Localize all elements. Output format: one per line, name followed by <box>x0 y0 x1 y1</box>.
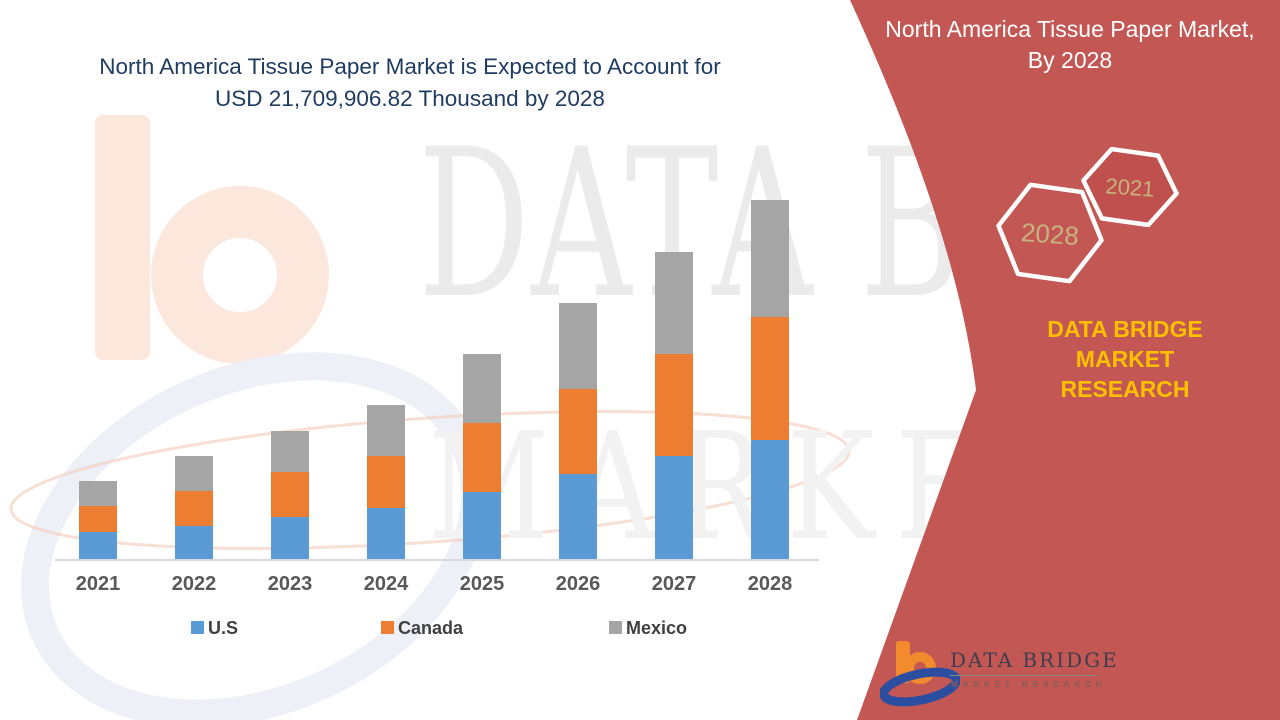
footer-logo-swoosh <box>880 667 960 707</box>
bar-segment-2026-canada <box>559 389 597 474</box>
watermark-b-stem <box>95 115 150 360</box>
chart-headline-line1: North America Tissue Paper Market is Exp… <box>99 54 721 79</box>
watermark-b-bowl <box>151 186 329 364</box>
bar-segment-2022-canada <box>175 491 213 526</box>
hexagon-2028-label: 2028 <box>1020 217 1080 251</box>
bar-segment-2022-us <box>175 526 213 559</box>
bar-segment-2024-mexico <box>367 405 405 456</box>
legend-label-canada: Canada <box>398 618 464 638</box>
brand-text-line2: RESEARCH <box>1060 376 1190 402</box>
panel-title-line1: North America Tissue Paper Market, <box>885 16 1255 42</box>
bar-segment-2028-canada <box>751 317 789 440</box>
x-axis-label-2022: 2022 <box>171 573 217 595</box>
hexagon-2021-label: 2021 <box>1105 173 1156 201</box>
bar-segment-2028-mexico <box>751 200 789 317</box>
legend-label-us: U.S <box>208 618 239 638</box>
chart-headline: North America Tissue Paper Market is Exp… <box>40 51 780 115</box>
x-axis-label-2026: 2026 <box>555 573 601 595</box>
stacked-bar-chart: 2021 2022 2023 2024 2025 2026 2027 2028 U.S Canad… <box>55 200 819 638</box>
legend-swatch-canada <box>381 621 394 634</box>
bar-segment-2023-mexico <box>271 431 309 472</box>
chart-headline-line2: USD 21,709,906.82 Thousand by 2028 <box>215 86 605 111</box>
legend-label-mexico: Mexico <box>626 618 688 638</box>
bar-segment-2023-canada <box>271 472 309 517</box>
bar-segment-2021-canada <box>79 506 117 532</box>
legend-swatch-us <box>191 621 204 634</box>
hexagon-2028 <box>996 182 1104 284</box>
bar-segment-2021-us <box>79 532 117 559</box>
x-axis-label-2027: 2027 <box>651 573 697 595</box>
bar-segment-2021-mexico <box>79 481 117 506</box>
bar-segment-2025-mexico <box>463 354 501 423</box>
brand-text-line1: DATA BRIDGE MARKET <box>1047 316 1203 372</box>
footer-logo-rule <box>950 675 1097 676</box>
x-axis-label-2024: 2024 <box>363 573 409 595</box>
panel-title: North America Tissue Paper Market, By 20… <box>880 14 1260 76</box>
bar-segment-2024-canada <box>367 456 405 508</box>
footer-logo-icon <box>880 641 960 707</box>
bar-segment-2023-us <box>271 517 309 559</box>
bar-segment-2025-us <box>463 492 501 559</box>
bar-segment-2025-canada <box>463 423 501 492</box>
red-panel-shape <box>850 0 1280 720</box>
x-axis-label-2021: 2021 <box>75 573 121 595</box>
x-axis-label-2028: 2028 <box>747 573 793 595</box>
hexagon-2021 <box>1081 146 1179 228</box>
bar-segment-2027-mexico <box>655 252 693 354</box>
bar-segment-2028-us <box>751 440 789 559</box>
bar-segment-2022-mexico <box>175 456 213 491</box>
footer-logo-subtitle: MARKET RESEARCH <box>951 679 1107 689</box>
bar-segment-2026-mexico <box>559 303 597 389</box>
panel-title-line2: By 2028 <box>1027 47 1113 73</box>
x-axis-label-2023: 2023 <box>267 573 313 595</box>
footer-logo-name: DATA BRIDGE <box>950 648 1119 672</box>
watermark-peach-arc <box>9 410 851 550</box>
bar-segment-2027-us <box>655 456 693 559</box>
bar-segment-2024-us <box>367 508 405 559</box>
x-axis-line <box>55 559 819 561</box>
legend-swatch-mexico <box>609 621 622 634</box>
bar-segment-2027-canada <box>655 354 693 456</box>
bar-segment-2026-us <box>559 474 597 559</box>
x-axis-label-2025: 2025 <box>459 573 505 595</box>
brand-text: DATA BRIDGE MARKET RESEARCH <box>995 314 1255 404</box>
